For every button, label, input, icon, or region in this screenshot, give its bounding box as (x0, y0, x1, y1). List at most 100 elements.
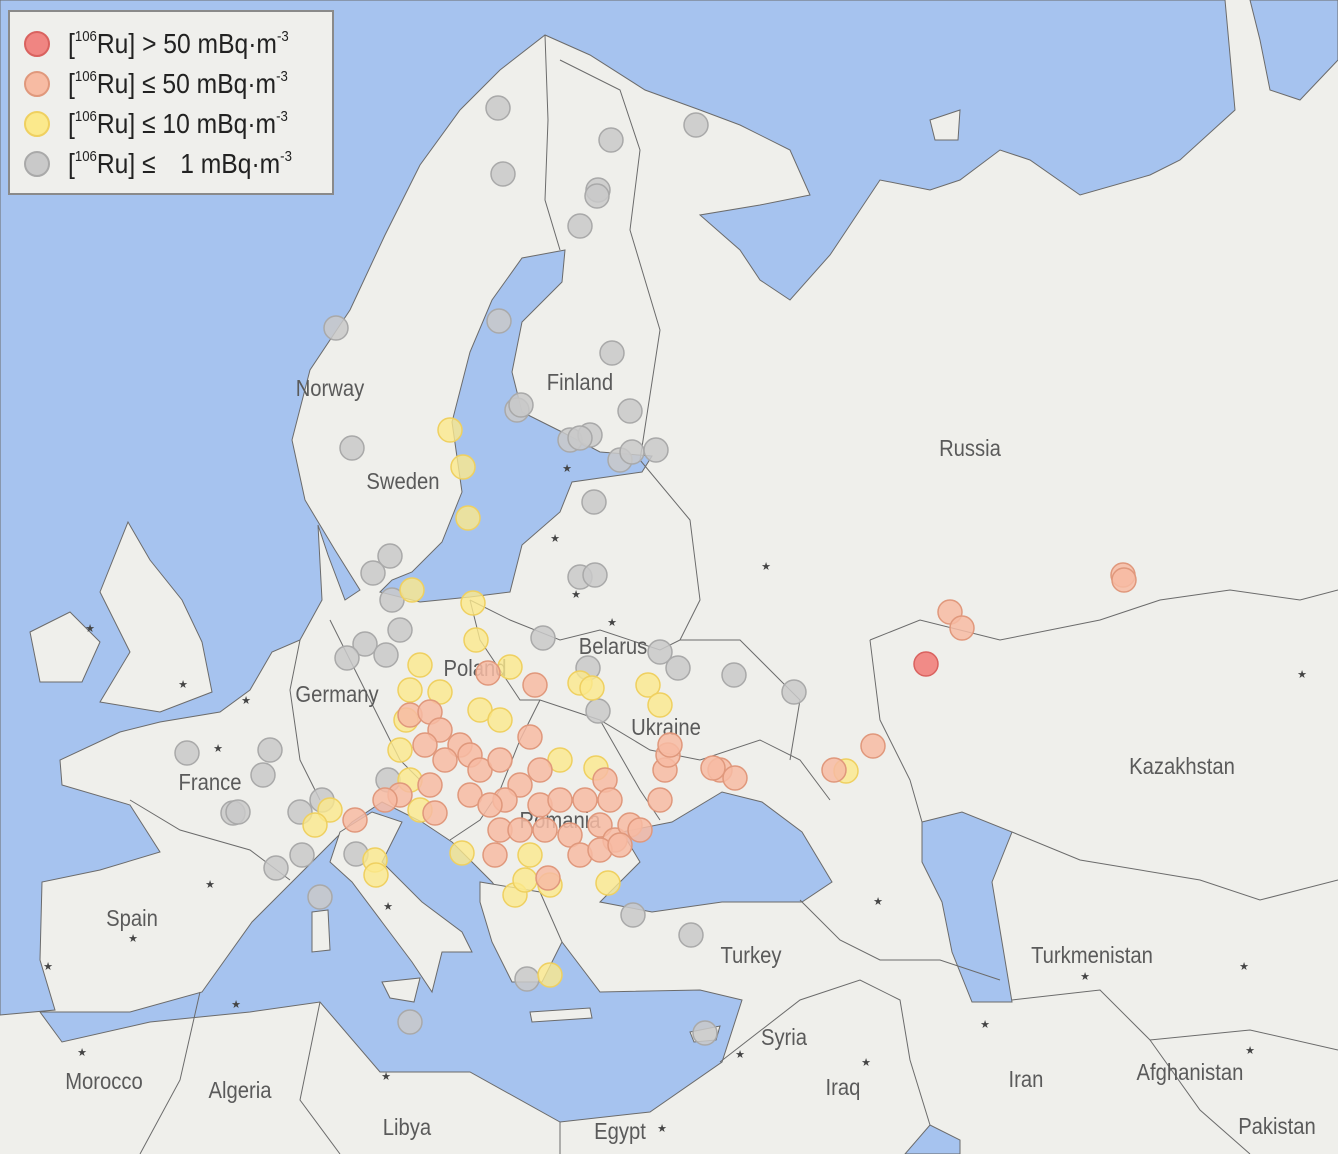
mediterranean-sea (39, 801, 743, 1123)
star-icon: ★ (77, 1047, 87, 1059)
legend-item: [106Ru] > 50 mBq·m-3 (24, 26, 319, 62)
station-marker-up-to-10 (497, 654, 523, 680)
station-marker-up-to-50 (457, 782, 483, 808)
station-marker-up-to-50 (487, 747, 513, 773)
station-marker-up-to-10 (467, 697, 493, 723)
star-icon: ★ (85, 623, 95, 635)
station-marker-up-to-50 (572, 787, 598, 813)
station-marker-up-to-1 (530, 625, 556, 651)
star-icon: ★ (1239, 961, 1249, 973)
atlantic-arctic-ocean (0, 0, 1236, 1016)
station-marker-up-to-50 (477, 792, 503, 818)
sicily (381, 977, 421, 1003)
station-marker-up-to-50 (412, 732, 438, 758)
star-icon: ★ (550, 533, 560, 545)
station-marker-up-to-1 (508, 392, 534, 418)
station-marker-up-to-1 (307, 884, 333, 910)
station-marker-up-to-1 (617, 398, 643, 424)
star-icon: ★ (607, 617, 617, 629)
station-marker-up-to-10 (547, 747, 573, 773)
station-marker-up-to-50 (507, 817, 533, 843)
station-marker-up-to-10 (512, 867, 538, 893)
crete (529, 1007, 593, 1023)
star-icon: ★ (1245, 1045, 1255, 1057)
star-icon: ★ (873, 896, 883, 908)
station-marker-up-to-50 (422, 800, 448, 826)
station-marker-up-to-10 (537, 962, 563, 988)
caspian-sea (921, 811, 1013, 1003)
station-marker-up-to-1 (567, 213, 593, 239)
top-right-sea (1249, 0, 1338, 101)
great-britain (99, 520, 213, 713)
country-label-pakistan: Pakistan (1238, 1113, 1316, 1140)
country-label-turkmenistan: Turkmenistan (1031, 942, 1153, 969)
station-marker-up-to-10 (437, 417, 463, 443)
station-marker-up-to-50 (417, 772, 443, 798)
station-marker-up-to-1 (514, 966, 540, 992)
star-icon: ★ (205, 879, 215, 891)
legend-open: [ (68, 28, 75, 59)
station-marker-up-to-10 (455, 505, 481, 531)
star-icon: ★ (43, 961, 53, 973)
star-icon: ★ (562, 463, 572, 475)
legend-text: Ru] ≤ 10 mBq·m (96, 108, 277, 139)
legend-item: [106Ru] ≤ 1 mBq·m-3 (24, 146, 322, 182)
station-marker-up-to-10 (399, 577, 425, 603)
station-marker-up-to-1 (257, 737, 283, 763)
station-marker-up-to-1 (665, 655, 691, 681)
star-icon: ★ (383, 901, 393, 913)
station-marker-up-to-1 (377, 543, 403, 569)
baltic-sea (379, 249, 653, 603)
station-marker-up-to-1 (225, 799, 251, 825)
station-marker-up-to-50 (700, 755, 726, 781)
legend-isotope-mass: 106 (74, 68, 97, 85)
station-marker-up-to-50 (607, 832, 633, 858)
legend-isotope-mass: 106 (74, 148, 97, 165)
country-label-kazakhstan: Kazakhstan (1129, 753, 1235, 780)
station-marker-up-to-50 (432, 747, 458, 773)
star-icon: ★ (861, 1057, 871, 1069)
novaya-zemlya (929, 109, 961, 141)
station-marker-up-to-1 (620, 902, 646, 928)
station-marker-up-to-1 (581, 489, 607, 515)
station-marker-up-to-1 (373, 642, 399, 668)
station-marker-up-to-50 (532, 817, 558, 843)
station-marker-up-to-50 (722, 765, 748, 791)
country-label-morocco: Morocco (65, 1068, 143, 1095)
station-marker-up-to-50 (547, 787, 573, 813)
station-marker-up-to-1 (289, 842, 315, 868)
star-icon: ★ (128, 933, 138, 945)
station-marker-up-to-10 (463, 627, 489, 653)
station-marker-up-to-50 (342, 807, 368, 833)
star-icon: ★ (1297, 669, 1307, 681)
legend: [106Ru] > 50 mBq·m-3 [106Ru] ≤ 50 mBq·m-3… (8, 10, 334, 195)
station-marker-up-to-10 (647, 692, 673, 718)
station-marker-up-to-1 (585, 698, 611, 724)
station-marker-up-to-10 (427, 679, 453, 705)
country-label-france: France (179, 769, 242, 796)
station-marker-up-to-1 (352, 631, 378, 657)
sardinia (311, 909, 331, 953)
country-label-afghanistan: Afghanistan (1137, 1059, 1244, 1086)
station-marker-up-to-50 (482, 842, 508, 868)
station-marker-up-to-1 (567, 425, 593, 451)
legend-swatch-circle-icon (24, 31, 50, 57)
star-icon: ★ (231, 999, 241, 1011)
station-marker-up-to-50 (860, 733, 886, 759)
country-label-spain: Spain (106, 905, 158, 932)
station-marker-up-to-1 (397, 1009, 423, 1035)
legend-item: [106Ru] ≤ 50 mBq·m-3 (24, 66, 318, 102)
station-marker-up-to-1 (678, 922, 704, 948)
station-marker-up-to-50 (597, 787, 623, 813)
country-label-algeria: Algeria (209, 1077, 273, 1104)
station-marker-up-to-50 (522, 672, 548, 698)
country-label-russia: Russia (939, 435, 1002, 462)
country-label-syria: Syria (761, 1024, 808, 1051)
legend-label: [106Ru] ≤ 50 mBq·m-3 (68, 68, 288, 100)
legend-text: Ru] ≤ 50 mBq·m (96, 68, 277, 99)
station-marker-up-to-10 (397, 677, 423, 703)
legend-label: [106Ru] ≤ 10 mBq·m-3 (68, 108, 288, 140)
persian-gulf (904, 1124, 961, 1154)
